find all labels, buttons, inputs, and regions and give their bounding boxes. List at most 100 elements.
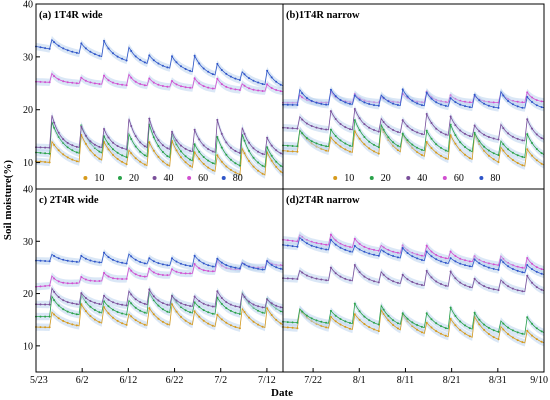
series-point-10: [492, 336, 495, 339]
series-point-60: [229, 87, 232, 90]
series-point-20: [483, 145, 486, 148]
series-point-80: [464, 264, 466, 267]
series-point-10: [358, 137, 361, 140]
series-point-60: [202, 269, 205, 272]
series-point-10: [325, 326, 328, 329]
series-point-20: [134, 306, 137, 309]
series-point-40: [449, 270, 452, 273]
series-point-60: [516, 100, 519, 103]
series-point-60: [353, 237, 356, 240]
series-point-80: [257, 81, 260, 84]
series-point-60: [121, 278, 124, 280]
series-point-80: [157, 62, 160, 65]
series-point-40: [75, 303, 78, 306]
series-point-80: [48, 47, 51, 50]
series-point-10: [53, 143, 56, 146]
legend-marker-60: [187, 176, 192, 180]
series-point-80: [225, 72, 228, 75]
series-point-20: [279, 164, 282, 167]
series-point-60: [468, 101, 471, 104]
series-point-40: [279, 306, 282, 309]
series-point-80: [180, 65, 182, 68]
series-point-80: [98, 54, 101, 57]
legend-marker-60: [442, 176, 447, 180]
series-point-80: [252, 266, 255, 269]
series-point-40: [502, 281, 505, 284]
series-point-40: [62, 299, 65, 302]
series-point-80: [161, 263, 164, 266]
series-point-80: [39, 259, 42, 262]
series-point-40: [112, 301, 114, 304]
series-point-40: [53, 121, 56, 124]
series-point-10: [130, 152, 133, 155]
series-point-60: [143, 275, 146, 278]
series-point-60: [521, 266, 524, 269]
series-point-20: [229, 309, 232, 312]
series-point-20: [134, 145, 137, 148]
series-point-80: [175, 260, 178, 263]
series-point-10: [425, 321, 428, 324]
series-point-20: [157, 145, 160, 147]
series-point-10: [487, 154, 490, 157]
series-point-10: [139, 160, 142, 163]
series-point-40: [275, 304, 278, 307]
series-point-20: [368, 140, 371, 143]
series-point-10: [107, 312, 110, 315]
series-point-20: [238, 313, 241, 315]
series-point-40: [279, 152, 282, 155]
series-point-10: [531, 154, 533, 157]
series-point-80: [387, 253, 390, 256]
series-point-20: [502, 322, 505, 325]
series-point-60: [252, 88, 255, 91]
series-point-40: [225, 141, 228, 144]
series-point-60: [57, 78, 60, 81]
series-point-20: [198, 305, 201, 308]
series-point-20: [440, 325, 442, 328]
series-band-20: [283, 116, 544, 162]
legend-marker-20: [369, 176, 374, 180]
series-point-40: [507, 285, 510, 288]
series-point-60: [66, 81, 69, 84]
series-point-20: [344, 320, 347, 323]
series-point-10: [430, 326, 433, 329]
series-point-40: [349, 128, 351, 131]
series-point-80: [535, 270, 538, 273]
series-point-40: [353, 264, 356, 266]
series-point-60: [535, 266, 538, 269]
series-band-40: [36, 284, 283, 312]
series-point-40: [411, 281, 414, 283]
series-point-20: [363, 136, 366, 138]
series-point-40: [420, 133, 423, 135]
series-point-60: [193, 77, 196, 80]
series-point-10: [266, 307, 269, 310]
series-point-80: [261, 268, 264, 271]
series-point-40: [234, 150, 237, 152]
series-point-80: [511, 268, 514, 270]
series-point-40: [266, 298, 269, 301]
series-point-60: [464, 259, 466, 262]
series-point-80: [229, 265, 232, 268]
series-point-10: [238, 327, 241, 330]
series-point-60: [166, 274, 169, 277]
series-point-40: [134, 298, 137, 301]
series-point-20: [358, 310, 361, 313]
series-point-60: [175, 270, 178, 273]
series-point-80: [420, 259, 423, 261]
series-point-40: [430, 276, 433, 279]
series-point-20: [305, 314, 308, 317]
series-band-80: [283, 85, 544, 112]
series-point-40: [121, 147, 124, 149]
series-point-40: [435, 127, 438, 130]
series-point-40: [225, 301, 228, 304]
series-point-10: [454, 142, 457, 145]
series-point-40: [207, 304, 210, 307]
series-point-20: [286, 321, 289, 324]
series-point-20: [392, 141, 395, 144]
series-point-80: [175, 61, 178, 64]
series-point-10: [84, 142, 87, 145]
series-point-80: [535, 104, 538, 107]
series-point-60: [116, 82, 119, 85]
series-point-40: [368, 278, 371, 281]
series-point-60: [184, 272, 187, 275]
